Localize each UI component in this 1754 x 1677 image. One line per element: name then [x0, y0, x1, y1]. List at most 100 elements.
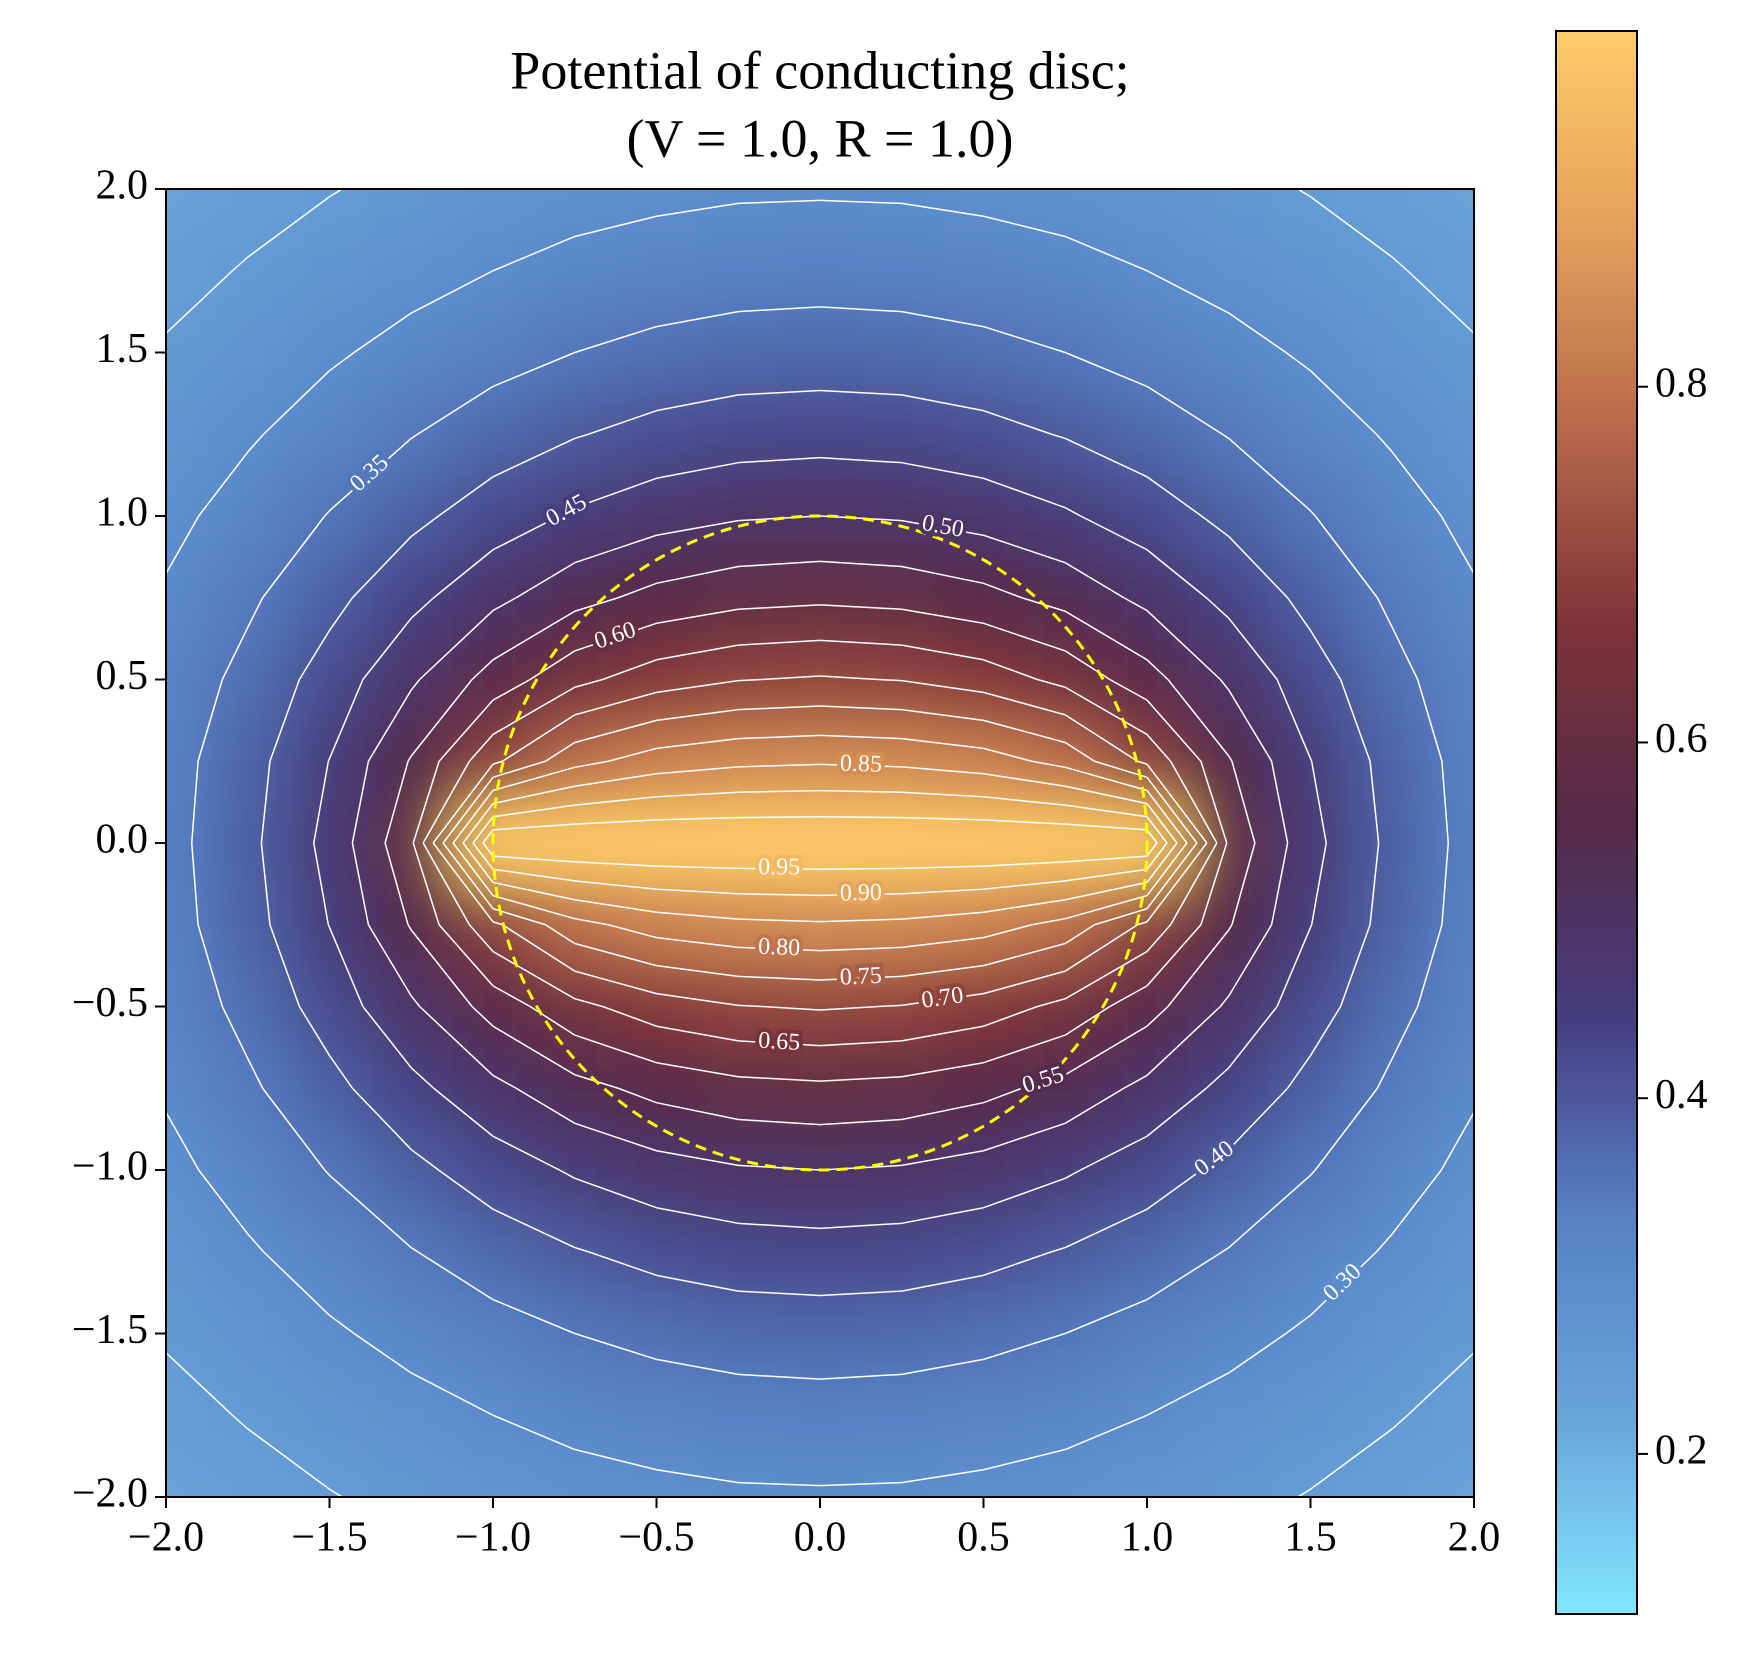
heat-cell: [206, 720, 290, 803]
contour-line: [819, 639, 902, 646]
contour-line: [1285, 1314, 1311, 1335]
contour-line: [1146, 270, 1230, 314]
heat-cell: [860, 720, 944, 803]
contour-line: [410, 515, 439, 538]
heat-cell: [288, 556, 371, 640]
heat-cell: [452, 1210, 535, 1294]
heat-cell: [533, 883, 617, 967]
contour-line: [247, 597, 264, 628]
contour-line: [1146, 842, 1198, 910]
contour-line: [197, 679, 224, 762]
heat-cell: [1106, 1129, 1189, 1212]
contour-line: [656, 461, 739, 480]
contour-line: [482, 842, 494, 857]
contour-line: [574, 796, 657, 806]
contour-line: [407, 924, 412, 931]
heat-cell: [1351, 229, 1434, 313]
heat-cell: [1106, 1047, 1189, 1130]
contour-line: [761, 1005, 821, 1011]
contour-line: [656, 310, 739, 328]
heat-cell: [206, 1129, 290, 1212]
contour-line: [492, 678, 531, 701]
contour-line: [438, 1169, 494, 1210]
y-tick-label: −1.0: [72, 1144, 148, 1190]
heat-cell: [370, 229, 453, 313]
contour-line: [901, 766, 984, 775]
heat-cell: [942, 1374, 1025, 1457]
contour-line: [738, 456, 821, 464]
contour-line: [269, 679, 301, 762]
contour-line: [1064, 1169, 1081, 1179]
heat-cell: [206, 1292, 290, 1375]
contour-label: 0.85: [840, 750, 883, 777]
heat-cell: [779, 720, 862, 803]
heat-cell: [1024, 1374, 1107, 1457]
contour-line: [1146, 1169, 1202, 1210]
contour-line: [1440, 1111, 1474, 1171]
heat-cell: [1269, 311, 1352, 394]
contour-line: [452, 789, 494, 844]
contour-line: [1146, 610, 1221, 681]
contour-line: [1205, 1067, 1230, 1089]
heat-cell: [166, 229, 208, 313]
contour-line: [492, 597, 517, 612]
contour-line: [1228, 1332, 1287, 1374]
heat-cell: [206, 189, 290, 231]
heat-cell: [1106, 1210, 1189, 1294]
y-tick-label: 2.0: [96, 163, 149, 209]
contour-line: [410, 679, 421, 691]
contour-line: [1231, 761, 1256, 844]
contour-line: [1064, 650, 1111, 681]
contour-line: [1309, 1251, 1378, 1316]
contour-line: [983, 409, 1052, 435]
contour-line: [819, 1373, 902, 1380]
heat-cell: [370, 556, 453, 640]
contour-line: [492, 894, 575, 920]
colorbar-tick-label: 0.8: [1655, 360, 1708, 406]
contour-line: [738, 199, 821, 205]
heat-cell: [1269, 638, 1352, 721]
heat-cell: [166, 638, 208, 721]
contour-line: [901, 791, 984, 798]
heat-cell: [452, 311, 535, 394]
contour-line: [983, 622, 1066, 652]
heat-cell: [779, 802, 862, 885]
contour-line: [1065, 855, 1148, 863]
contour-line: [901, 1061, 984, 1078]
contour-line: [901, 888, 984, 895]
heat-cell: [615, 965, 698, 1048]
heat-cell: [942, 311, 1025, 394]
contour-line: [492, 868, 575, 882]
heat-cell: [860, 1129, 944, 1212]
heat-cell: [615, 1374, 698, 1457]
heat-cell: [860, 802, 944, 885]
contour-line: [362, 617, 412, 680]
contour-line: [574, 1122, 657, 1152]
contour-line: [1064, 924, 1138, 972]
contour-line: [492, 1208, 576, 1249]
heat-cell: [1433, 229, 1474, 313]
contour-line: [574, 899, 657, 914]
heat-cell: [1024, 1456, 1107, 1497]
contour-line: [1309, 924, 1313, 928]
heat-cell: [1269, 1456, 1352, 1497]
heat-cell: [452, 638, 535, 721]
contour-line: [656, 708, 739, 722]
contour-line: [313, 761, 330, 844]
contour-line: [410, 1247, 418, 1253]
heat-cell: [452, 1129, 535, 1212]
heat-cell: [860, 883, 944, 967]
contour-line: [1339, 924, 1371, 1007]
heat-cell: [1187, 229, 1271, 313]
heat-cell: [1269, 720, 1352, 803]
heat-cell: [1106, 883, 1189, 967]
heat-cell: [1269, 475, 1352, 558]
y-tick-label: 1.0: [96, 490, 149, 536]
contour-line: [574, 325, 657, 354]
contour-line: [819, 789, 902, 793]
contour-line: [438, 924, 494, 987]
contour-line: [422, 760, 471, 844]
contour-line: [329, 1174, 412, 1249]
contour-line: [298, 630, 331, 680]
contour-line: [492, 686, 576, 736]
